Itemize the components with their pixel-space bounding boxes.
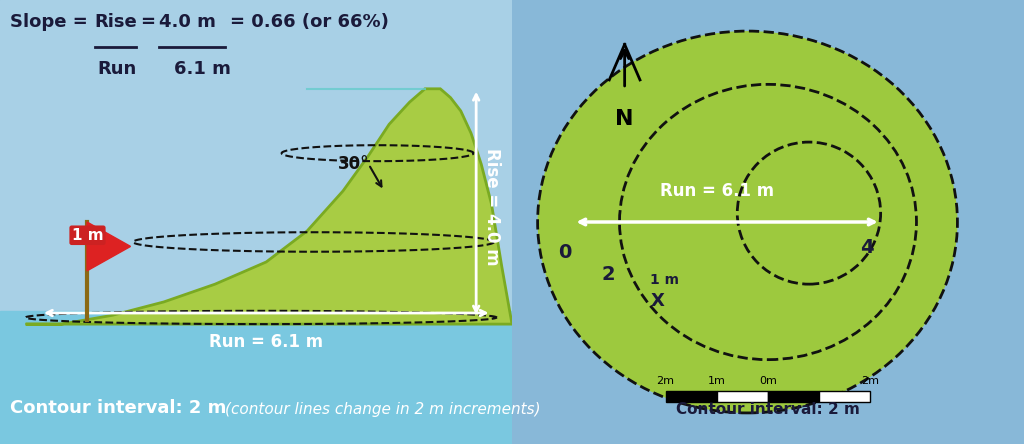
Text: 30°: 30° xyxy=(338,155,370,173)
Bar xyxy=(0,0,512,346)
Bar xyxy=(717,391,768,402)
Text: Rise: Rise xyxy=(94,13,137,32)
Bar xyxy=(768,391,819,402)
Polygon shape xyxy=(26,89,512,324)
Text: 4.0 m: 4.0 m xyxy=(159,13,216,32)
Text: Rise = 4.0 m: Rise = 4.0 m xyxy=(482,148,501,265)
Text: Run: Run xyxy=(97,60,136,78)
Text: Run = 6.1 m: Run = 6.1 m xyxy=(659,182,774,200)
Text: = 0.66 (or 66%): = 0.66 (or 66%) xyxy=(230,13,389,32)
Text: Run = 6.1 m: Run = 6.1 m xyxy=(209,333,324,351)
Text: 6.1 m: 6.1 m xyxy=(174,60,231,78)
Text: 0m: 0m xyxy=(759,376,777,386)
Text: 2: 2 xyxy=(602,265,615,284)
Polygon shape xyxy=(87,222,131,271)
Text: X: X xyxy=(650,292,665,310)
Text: Contour interval: 2 m: Contour interval: 2 m xyxy=(10,399,226,417)
Text: 1m: 1m xyxy=(708,376,726,386)
Bar xyxy=(0,311,512,444)
Bar xyxy=(819,391,870,402)
Ellipse shape xyxy=(538,31,957,413)
Text: =: = xyxy=(141,13,162,32)
Text: Slope =: Slope = xyxy=(10,13,94,32)
Text: 4: 4 xyxy=(860,238,873,257)
Text: Contour interval: 2 m: Contour interval: 2 m xyxy=(676,402,860,417)
Text: 1 m: 1 m xyxy=(72,228,103,243)
Text: (contour lines change in 2 m increments): (contour lines change in 2 m increments) xyxy=(225,402,541,417)
Text: 2m: 2m xyxy=(656,376,675,386)
Text: N: N xyxy=(615,109,634,129)
Text: 1 m: 1 m xyxy=(650,273,679,287)
Text: 0: 0 xyxy=(558,242,571,262)
Text: 2m: 2m xyxy=(861,376,880,386)
Bar xyxy=(666,391,717,402)
